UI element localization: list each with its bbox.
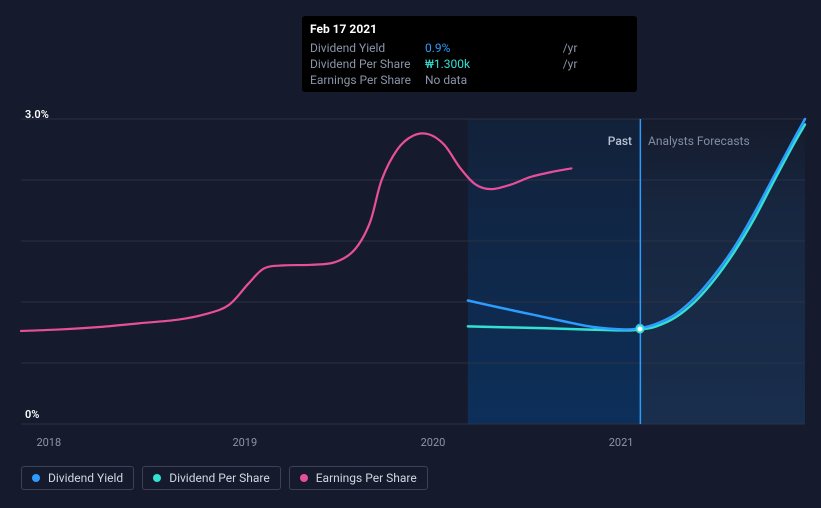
legend-label: Dividend Yield <box>48 471 123 485</box>
x-axis-label: 2020 <box>421 436 446 449</box>
tooltip-date: Feb 17 2021 <box>310 22 629 36</box>
legend-marker <box>300 474 308 482</box>
chart-svg <box>21 119 805 424</box>
legend-item-dividend-per-share[interactable]: Dividend Per Share <box>142 466 281 490</box>
legend-marker <box>153 474 161 482</box>
tooltip-row-value: No data <box>425 72 561 88</box>
tooltip-row-label: Dividend Yield <box>310 40 425 56</box>
hover-point-dividend_per_share <box>636 325 645 334</box>
dividend-chart[interactable] <box>21 119 805 424</box>
x-axis-label: 2019 <box>232 436 257 449</box>
tooltip-row-value: ₩1.300k <box>425 56 561 72</box>
tooltip-row-unit: /yr <box>561 56 629 72</box>
legend-marker <box>32 474 40 482</box>
chart-tooltip: Feb 17 2021 Dividend Yield 0.9% /yrDivid… <box>302 16 637 92</box>
chart-legend: Dividend Yield Dividend Per Share Earnin… <box>21 466 428 490</box>
tooltip-row-value: 0.9% <box>425 40 561 56</box>
legend-item-earnings-per-share[interactable]: Earnings Per Share <box>289 466 428 490</box>
tooltip-row-unit <box>561 72 629 88</box>
x-axis-label: 2021 <box>609 436 634 449</box>
tooltip-table: Dividend Yield 0.9% /yr Dividend Per Shar… <box>310 40 629 88</box>
legend-label: Earnings Per Share <box>316 471 417 485</box>
tooltip-row-unit: /yr <box>561 40 629 56</box>
tooltip-row-label: Earnings Per Share <box>310 72 425 88</box>
x-axis-label: 2018 <box>36 436 61 449</box>
legend-item-dividend-yield[interactable]: Dividend Yield <box>21 466 134 490</box>
tooltip-row-label: Dividend Per Share <box>310 56 425 72</box>
legend-label: Dividend Per Share <box>169 471 270 485</box>
